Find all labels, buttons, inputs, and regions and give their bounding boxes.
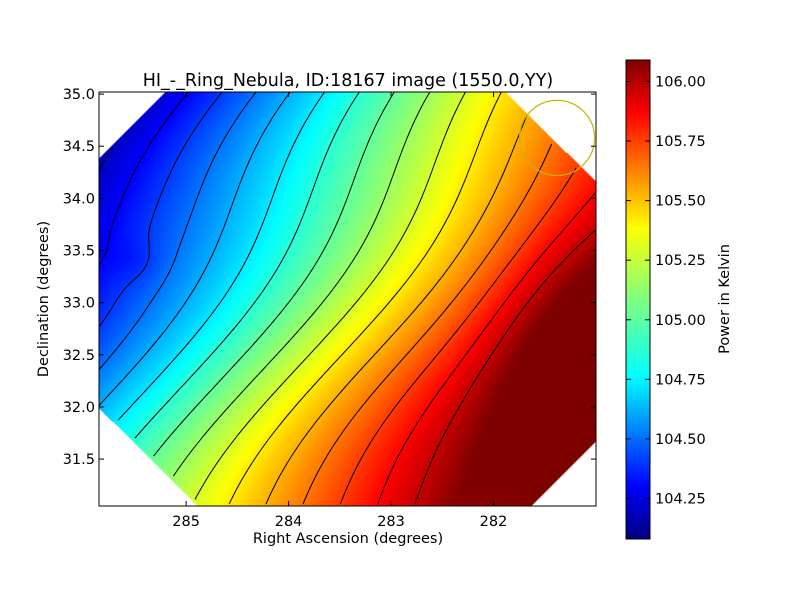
x-axis-label: Right Ascension (degrees) bbox=[253, 531, 443, 547]
contour-line bbox=[99, 92, 223, 328]
y-tick-label: 33.5 bbox=[63, 244, 95, 260]
contour-line bbox=[99, 92, 257, 370]
colorbar-tick-label: 105.25 bbox=[655, 253, 706, 269]
y-tick-label: 33.0 bbox=[63, 296, 95, 312]
colorbar-tick-label: 104.75 bbox=[655, 372, 706, 388]
contour-line bbox=[414, 229, 596, 505]
y-tick-label: 34.0 bbox=[63, 191, 95, 207]
y-tick-label: 34.5 bbox=[63, 139, 95, 155]
colorbar-tick-label: 106.00 bbox=[655, 74, 706, 90]
x-tick-label: 283 bbox=[377, 514, 405, 530]
plot-area bbox=[99, 92, 596, 506]
chart-title: HI_-_Ring_Nebula, ID:18167 image (1550.0… bbox=[143, 71, 554, 91]
y-tick-label: 32.5 bbox=[63, 348, 95, 364]
annotation-circle bbox=[518, 99, 596, 177]
x-tick-label: 282 bbox=[480, 514, 508, 530]
colorbar: 104.25 104.50 104.75 105.00 105.25 105.50 105.… bbox=[625, 59, 733, 540]
x-tick-label: 284 bbox=[275, 514, 303, 530]
colorbar-ticks: 104.25 104.50 104.75 105.00 105.25 105.50 105.… bbox=[626, 74, 706, 507]
contour-line bbox=[172, 92, 431, 477]
contour-line bbox=[302, 143, 553, 505]
x-axis: 285 284 283 282 bbox=[172, 92, 507, 530]
heatmap-image bbox=[99, 92, 596, 506]
colorbar-tick-label: 104.25 bbox=[655, 491, 706, 507]
colorbar-tick-label: 104.50 bbox=[655, 432, 706, 448]
y-tick-label: 32.0 bbox=[63, 400, 95, 416]
contour-lines bbox=[99, 92, 596, 505]
colorbar-label: Power in Kelvin bbox=[717, 244, 733, 354]
axes-frame bbox=[98, 91, 597, 507]
y-axis: 31.5 32.0 32.5 33.0 33.5 34.0 34.5 35.0 bbox=[63, 87, 596, 468]
contour-line bbox=[153, 92, 395, 457]
contour-line bbox=[134, 92, 360, 439]
contour-line bbox=[99, 143, 116, 171]
y-axis-label: Declination (degrees) bbox=[36, 221, 52, 377]
y-tick-label: 35.0 bbox=[63, 87, 95, 103]
colorbar-tick-label: 105.00 bbox=[655, 313, 706, 329]
colorbar-tick-label: 105.50 bbox=[655, 194, 706, 210]
contour-line bbox=[228, 92, 502, 505]
colorbar-gradient bbox=[625, 59, 651, 540]
contour-line bbox=[377, 192, 596, 505]
x-tick-label: 285 bbox=[172, 514, 200, 530]
y-tick-label: 31.5 bbox=[63, 452, 95, 468]
contour-line bbox=[194, 92, 466, 500]
colorbar-tick-label: 105.75 bbox=[655, 134, 706, 150]
contour-line bbox=[117, 92, 326, 421]
